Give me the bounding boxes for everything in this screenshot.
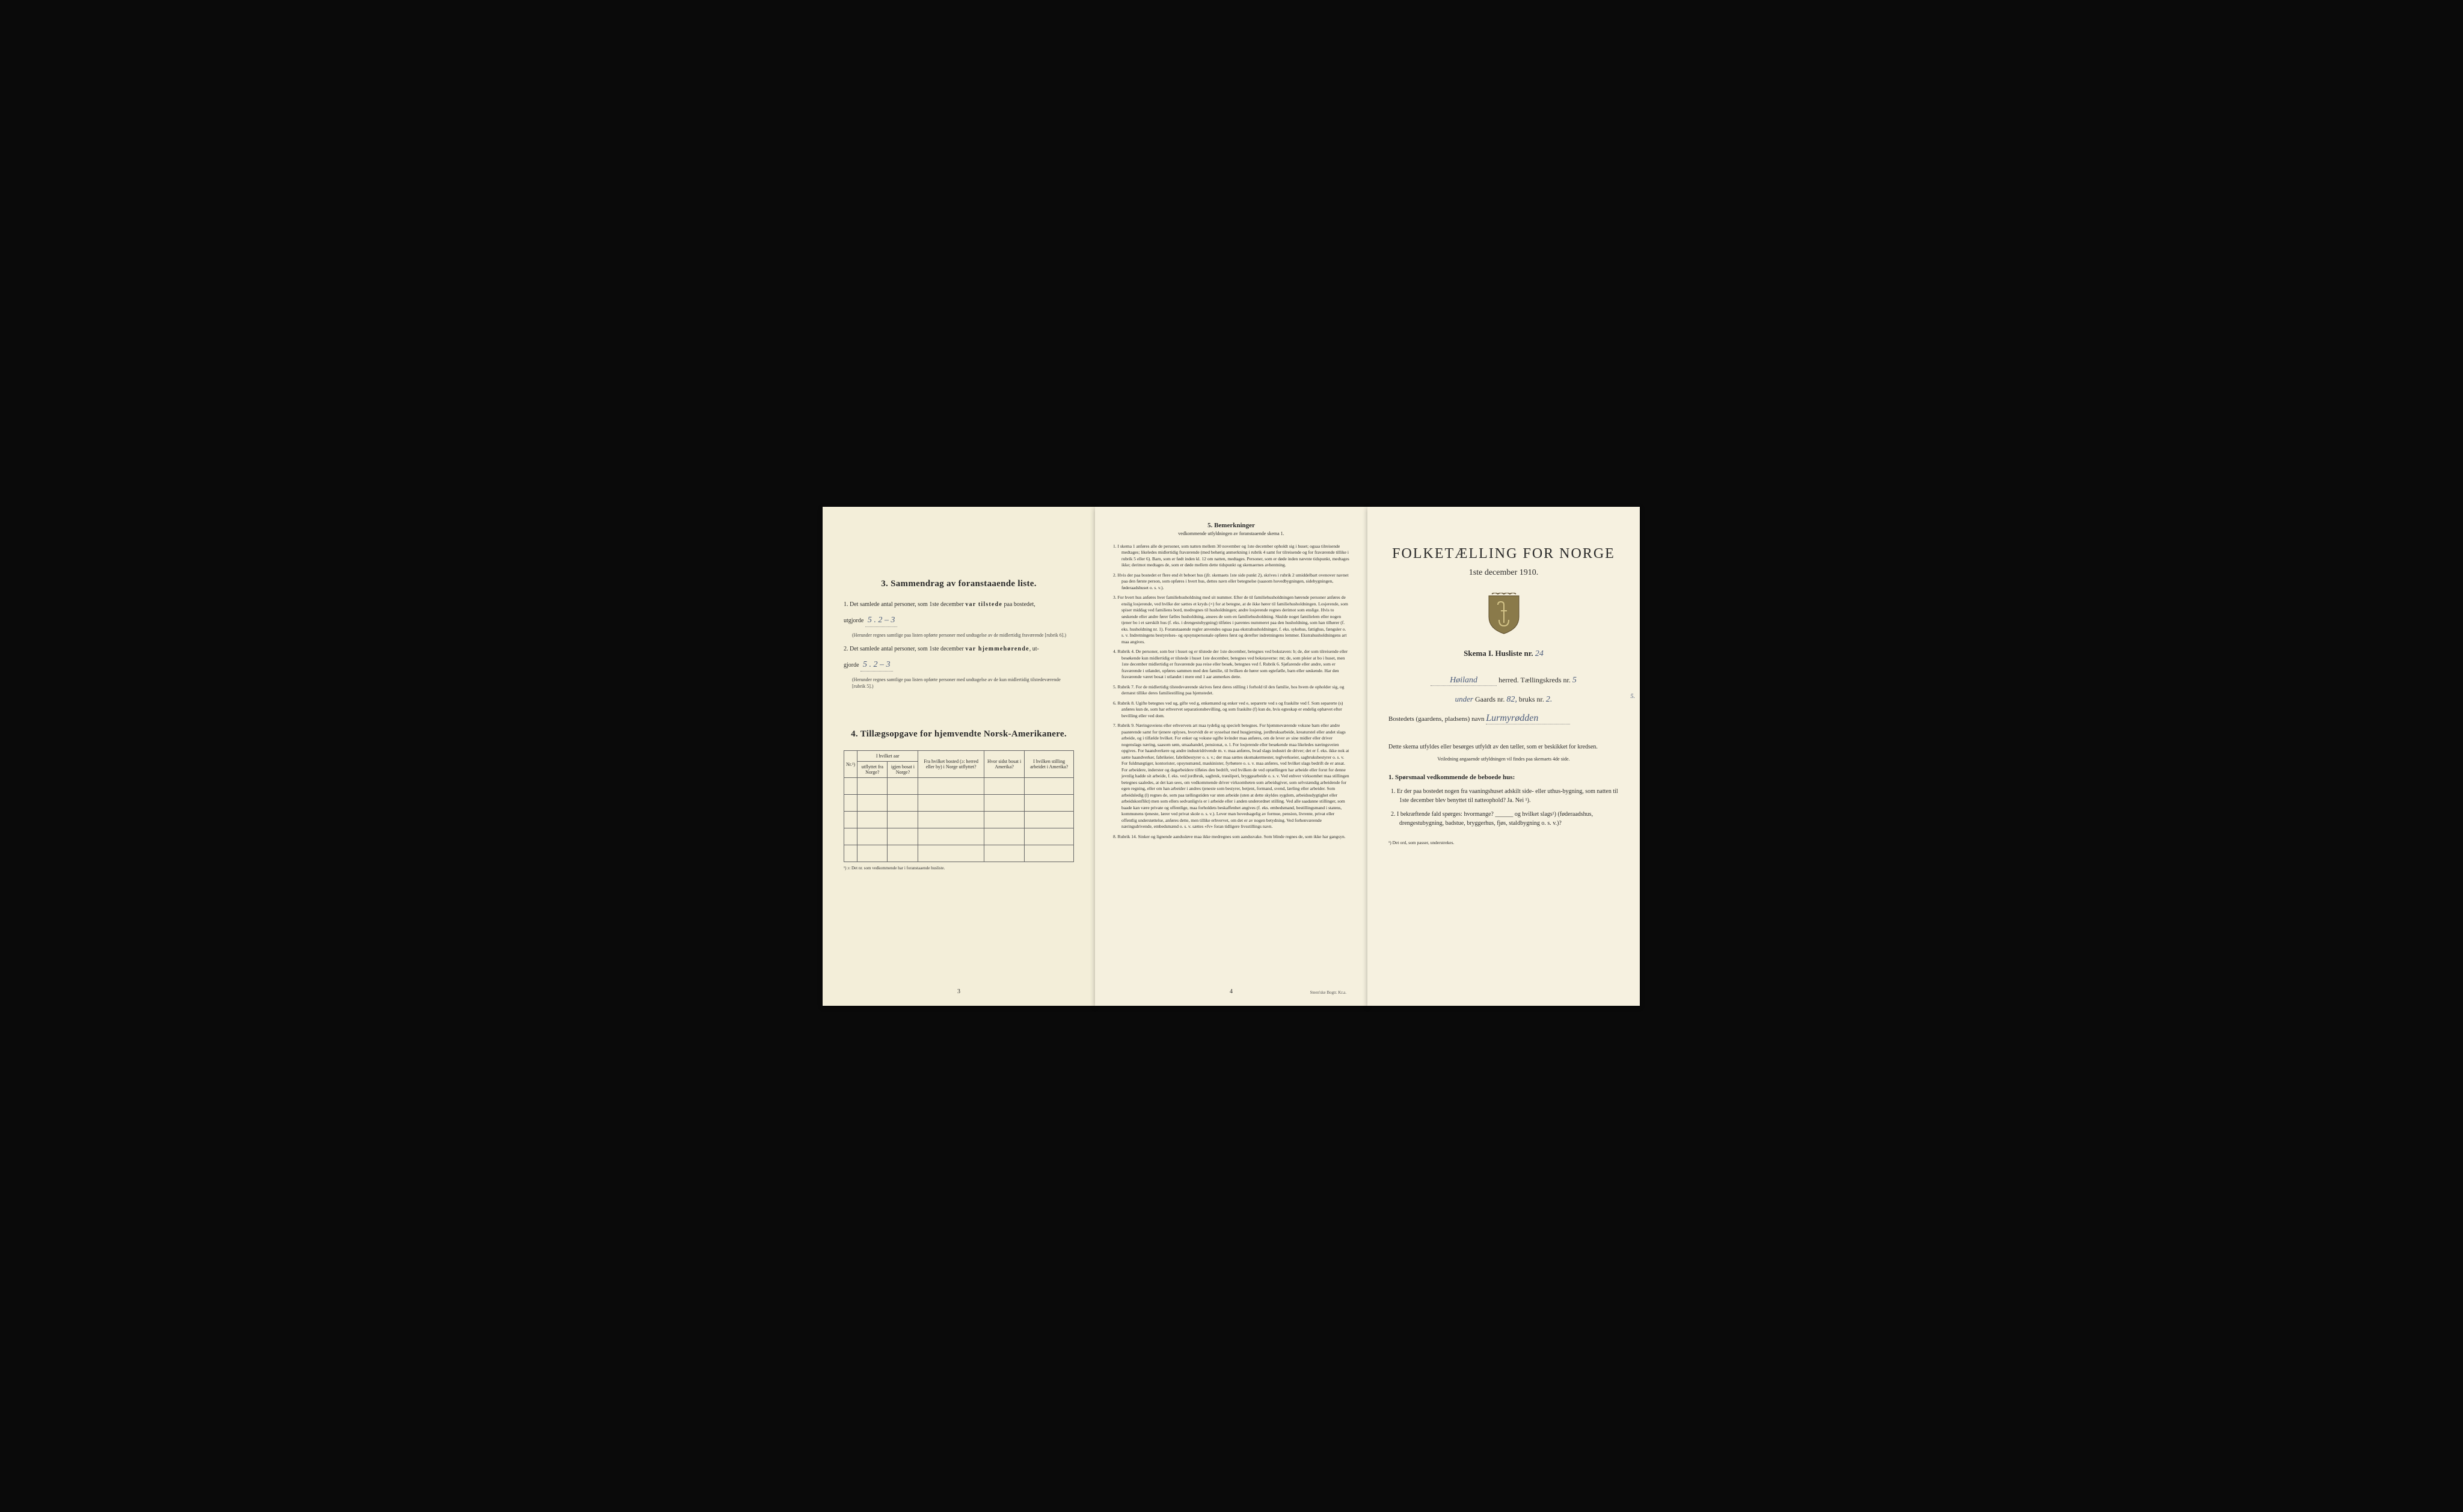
item-1-post: paa bostedet, — [1004, 601, 1035, 608]
col-fra: Fra hvilket bosted (ɔ: herred eller by) … — [918, 751, 984, 778]
table-row — [844, 812, 1074, 828]
bemerkninger-list: 1. I skema 1 anføres alle de personer, s… — [1113, 543, 1349, 840]
section-3-title: 3. Sammendrag av foranstaaende liste. — [844, 579, 1074, 589]
footnote: ¹) Det ord, som passer, understrekes. — [1388, 840, 1619, 845]
date-line: 1ste december 1910. — [1388, 568, 1619, 578]
table-footnote: ¹) ɔ: Det nr. som vedkommende har i fora… — [844, 866, 1074, 871]
bemerk-item: 3. For hvert hus anføres hver familiehus… — [1113, 595, 1349, 645]
col-aar: I hvilket aar — [857, 751, 918, 762]
table-row — [844, 795, 1074, 812]
kreds-nr: 5 — [1572, 676, 1577, 685]
item-1: 1. Det samlede antal personer, som 1ste … — [844, 600, 1074, 609]
col-hvor: Hvor sidst bosat i Amerika? — [984, 751, 1024, 778]
q-heading: 1. Spørsmaal vedkommende de beboede hus: — [1388, 774, 1619, 781]
herred-row: Høiland herred. Tællingskreds nr. 5 — [1388, 676, 1619, 686]
item-1-fill: 5 . 2 – 3 — [865, 614, 898, 627]
herred-value: Høiland — [1431, 676, 1497, 686]
question-block: 1. Spørsmaal vedkommende de beboede hus:… — [1388, 774, 1619, 828]
bruks-label: bruks nr. — [1519, 695, 1544, 703]
bemerk-item: 4. Rubrik 4. De personer, som bor i huse… — [1113, 649, 1349, 681]
item-2-pre: 2. Det samlede antal personer, som 1ste … — [844, 646, 964, 652]
bemerk-item: 7. Rubrik 9. Næringsveiens eller erhverv… — [1113, 723, 1349, 830]
gaards-nr: 82, — [1506, 695, 1517, 704]
item-2-note: (Herunder regnes samtlige paa listen opf… — [852, 676, 1074, 690]
item-1-pre: 1. Det samlede antal personer, som 1ste … — [844, 601, 964, 608]
husliste-nr: 24 — [1535, 649, 1544, 658]
coat-of-arms-icon — [1388, 593, 1619, 638]
question-1: 1. Er der paa bostedet nogen fra vaaning… — [1399, 787, 1619, 805]
item-1-line2: utgjorde 5 . 2 – 3 — [844, 614, 1074, 627]
item-1-note: (Herunder regnes samtlige paa listen opf… — [852, 632, 1074, 638]
under-label: under — [1455, 694, 1473, 703]
schema-line: Skema I. Husliste nr. 24 — [1388, 649, 1619, 659]
section-4-title: 4. Tillægsopgave for hjemvendte Norsk-Am… — [844, 729, 1074, 739]
item-1-bold: var tilstede — [965, 601, 1002, 608]
item-2-post: , ut- — [1029, 646, 1039, 652]
col-utflyttet: utflyttet fra Norge? — [857, 762, 888, 778]
page-3: 3. Sammendrag av foranstaaende liste. 1.… — [823, 507, 1095, 1006]
bosted-label: Bostedets (gaardens, pladsens) navn — [1388, 715, 1484, 723]
item-2-line2-pre: gjorde — [844, 662, 859, 669]
page-1-cover: FOLKETÆLLING FOR NORGE 1ste december 191… — [1367, 507, 1640, 1006]
schema-label: Skema I. Husliste nr. — [1464, 649, 1533, 658]
gaards-label: Gaards nr. — [1475, 695, 1504, 703]
gaards-row: under Gaards nr. 82, bruks nr. 2. — [1388, 694, 1619, 705]
bruks-nr: 2. — [1546, 695, 1553, 704]
item-2: 2. Det samlede antal personer, som 1ste … — [844, 644, 1074, 653]
col-bosat: igjen bosat i Norge? — [888, 762, 918, 778]
bosted-value: Lurmyrødden — [1486, 713, 1570, 724]
page-number-3: 3 — [957, 988, 960, 995]
document-spread: 3. Sammendrag av foranstaaende liste. 1.… — [823, 507, 1640, 1006]
page-number-4: 4 — [1230, 988, 1233, 995]
main-title: FOLKETÆLLING FOR NORGE — [1388, 546, 1619, 562]
section-5-subtitle: vedkommende utfyldningen av foranstaaend… — [1113, 531, 1349, 536]
item-2-bold: var hjemmehørende — [965, 646, 1029, 652]
item-2-line2: gjorde 5 . 2 – 3 — [844, 658, 1074, 672]
col-stilling: I hvilken stilling arbeidet i Amerika? — [1025, 751, 1074, 778]
bemerk-item: 2. Hvis der paa bostedet er flere end ét… — [1113, 572, 1349, 592]
bemerk-item: 1. I skema 1 anføres alle de personer, s… — [1113, 543, 1349, 569]
amerikanere-table: Nr.¹) I hvilket aar Fra hvilket bosted (… — [844, 750, 1074, 862]
section-5-title: 5. Bemerkninger — [1113, 522, 1349, 529]
col-nr: Nr.¹) — [844, 751, 857, 778]
bemerk-item: 5. Rubrik 7. For de midlertidig tilstede… — [1113, 684, 1349, 697]
bemerk-item: 8. Rubrik 14. Sinker og lignende aandssl… — [1113, 834, 1349, 840]
item-1-line2-pre: utgjorde — [844, 617, 863, 624]
bemerk-item: 6. Rubrik 8. Ugifte betegnes ved ug, gif… — [1113, 700, 1349, 720]
printer-mark: Steen'ske Bogtr. Kr.a. — [1310, 990, 1346, 995]
instructions-sub: Veiledning angaaende utfyldningen vil fi… — [1388, 756, 1619, 762]
instructions-main: Dette skema utfyldes eller besørges utfy… — [1388, 742, 1619, 751]
table-row — [844, 828, 1074, 845]
margin-note: 5. — [1631, 693, 1636, 700]
page-4: 5. Bemerkninger vedkommende utfyldningen… — [1095, 507, 1367, 1006]
table-row — [844, 778, 1074, 795]
herred-label: herred. Tællingskreds nr. — [1498, 676, 1571, 684]
question-2: 2. I bekræftende fald spørges: hvormange… — [1399, 810, 1619, 828]
bosted-row: Bostedets (gaardens, pladsens) navn Lurm… — [1388, 713, 1619, 724]
item-2-fill: 5 . 2 – 3 — [860, 658, 893, 672]
table-row — [844, 845, 1074, 862]
